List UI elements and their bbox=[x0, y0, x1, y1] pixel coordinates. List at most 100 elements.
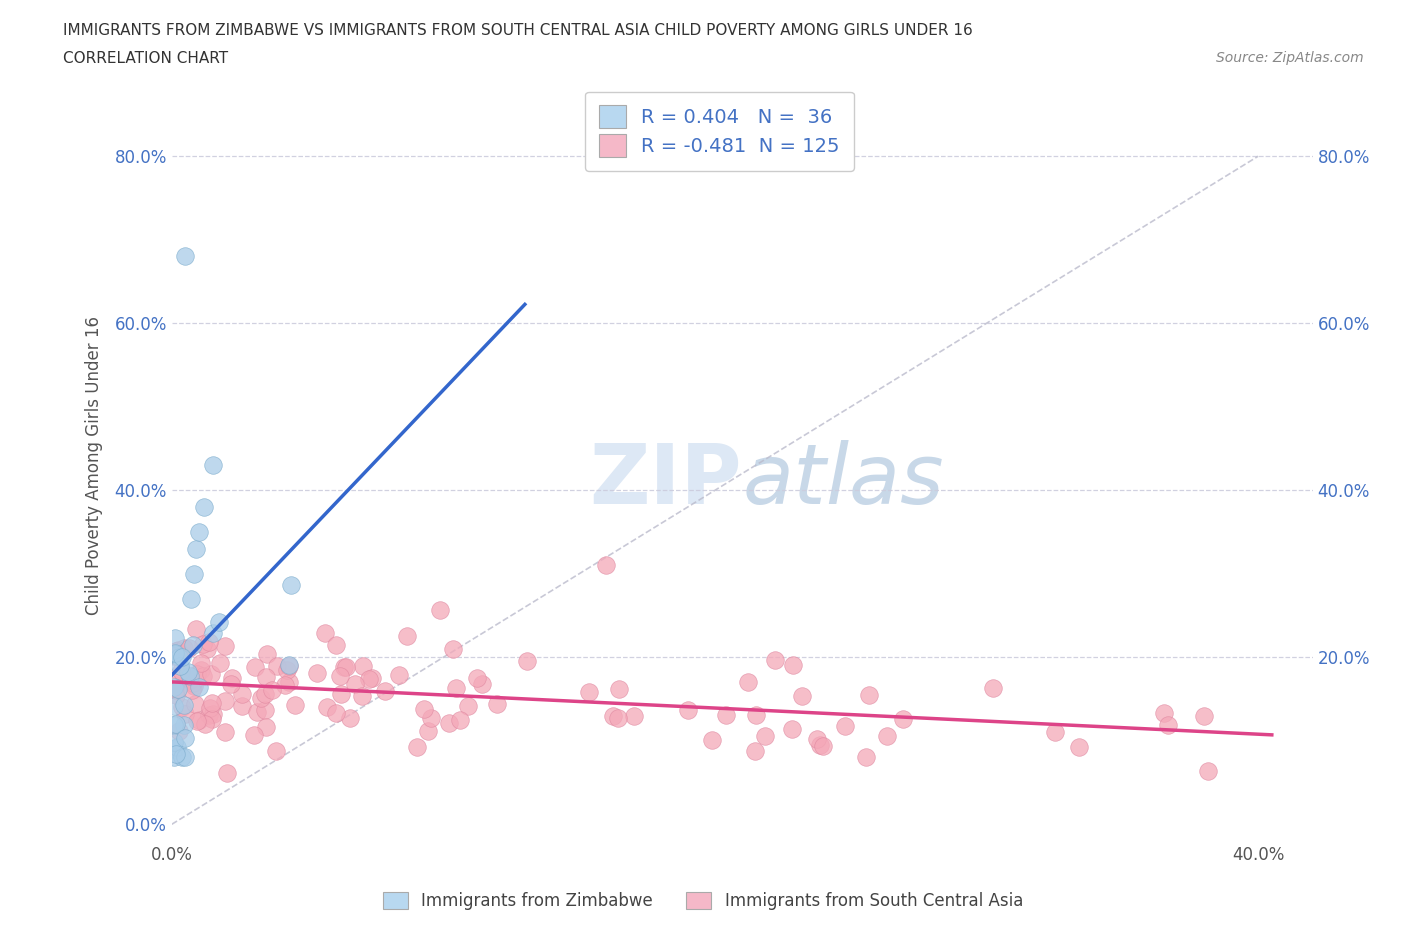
Point bbox=[183, 675, 205, 690]
Point bbox=[449, 712, 471, 727]
Point bbox=[214, 694, 236, 709]
Point bbox=[254, 670, 277, 684]
Point bbox=[343, 676, 366, 691]
Point bbox=[891, 711, 914, 726]
Point bbox=[243, 728, 266, 743]
Point bbox=[198, 635, 221, 650]
Point bbox=[163, 631, 186, 645]
Point bbox=[457, 698, 479, 713]
Point bbox=[195, 642, 218, 657]
Point bbox=[1197, 764, 1219, 778]
Point bbox=[217, 766, 239, 781]
Point bbox=[335, 659, 357, 674]
Point bbox=[316, 700, 339, 715]
Point bbox=[278, 658, 301, 673]
Point bbox=[169, 724, 191, 738]
Point bbox=[253, 686, 276, 701]
Point bbox=[437, 715, 460, 730]
Point bbox=[395, 629, 418, 644]
Point bbox=[169, 658, 191, 673]
Point bbox=[359, 671, 381, 686]
Point bbox=[173, 641, 195, 656]
Point bbox=[191, 637, 214, 652]
Point bbox=[186, 667, 208, 682]
Point bbox=[166, 746, 188, 761]
Point bbox=[329, 669, 352, 684]
Legend: R = 0.404   N =  36, R = -0.481  N = 125: R = 0.404 N = 36, R = -0.481 N = 125 bbox=[585, 92, 853, 170]
Text: Source: ZipAtlas.com: Source: ZipAtlas.com bbox=[1216, 51, 1364, 65]
Point bbox=[170, 664, 193, 679]
Point bbox=[174, 730, 197, 745]
Point bbox=[208, 615, 231, 630]
Point bbox=[388, 668, 411, 683]
Point bbox=[266, 658, 288, 673]
Point bbox=[780, 722, 803, 737]
Point bbox=[231, 698, 253, 713]
Point bbox=[278, 658, 301, 673]
Point bbox=[406, 740, 429, 755]
Point bbox=[790, 688, 813, 703]
Point bbox=[595, 558, 617, 573]
Point bbox=[201, 625, 224, 640]
Point bbox=[1194, 709, 1216, 724]
Point bbox=[179, 669, 201, 684]
Point bbox=[184, 622, 207, 637]
Point bbox=[360, 671, 382, 685]
Point bbox=[754, 728, 776, 743]
Point bbox=[163, 717, 186, 732]
Point bbox=[214, 638, 236, 653]
Point bbox=[214, 724, 236, 739]
Text: atlas: atlas bbox=[742, 440, 943, 521]
Point bbox=[219, 677, 242, 692]
Point bbox=[374, 684, 396, 698]
Point bbox=[163, 646, 186, 661]
Legend: Immigrants from Zimbabwe, Immigrants from South Central Asia: Immigrants from Zimbabwe, Immigrants fro… bbox=[377, 885, 1029, 917]
Point bbox=[981, 681, 1004, 696]
Point bbox=[198, 701, 221, 716]
Point bbox=[352, 658, 374, 673]
Point bbox=[193, 499, 215, 514]
Point bbox=[167, 643, 190, 658]
Point bbox=[465, 671, 488, 685]
Y-axis label: Child Poverty Among Girls Under 16: Child Poverty Among Girls Under 16 bbox=[86, 315, 103, 615]
Point bbox=[1157, 717, 1180, 732]
Point bbox=[676, 702, 699, 717]
Point bbox=[188, 679, 211, 694]
Point bbox=[163, 750, 186, 764]
Point bbox=[169, 649, 191, 664]
Point bbox=[446, 681, 468, 696]
Point bbox=[231, 686, 253, 701]
Point bbox=[163, 680, 186, 695]
Point bbox=[284, 698, 307, 712]
Point bbox=[200, 667, 222, 682]
Point bbox=[516, 654, 538, 669]
Point bbox=[1067, 739, 1090, 754]
Point bbox=[855, 750, 877, 764]
Point bbox=[332, 659, 354, 674]
Point bbox=[166, 644, 188, 658]
Point bbox=[181, 637, 204, 652]
Point bbox=[180, 591, 202, 606]
Point bbox=[165, 678, 187, 693]
Point bbox=[243, 659, 266, 674]
Point bbox=[174, 707, 197, 722]
Point bbox=[165, 683, 187, 698]
Point bbox=[1043, 724, 1066, 739]
Point bbox=[170, 700, 193, 715]
Point bbox=[606, 711, 628, 725]
Point bbox=[163, 735, 186, 750]
Point bbox=[191, 669, 214, 684]
Point bbox=[578, 684, 600, 699]
Point bbox=[352, 689, 374, 704]
Point bbox=[256, 646, 278, 661]
Point bbox=[305, 665, 328, 680]
Point bbox=[486, 697, 509, 711]
Point bbox=[221, 671, 243, 685]
Point bbox=[274, 678, 297, 693]
Point bbox=[179, 672, 201, 687]
Point bbox=[172, 666, 194, 681]
Point bbox=[163, 649, 186, 664]
Point bbox=[194, 717, 217, 732]
Point bbox=[246, 705, 269, 720]
Point bbox=[763, 653, 786, 668]
